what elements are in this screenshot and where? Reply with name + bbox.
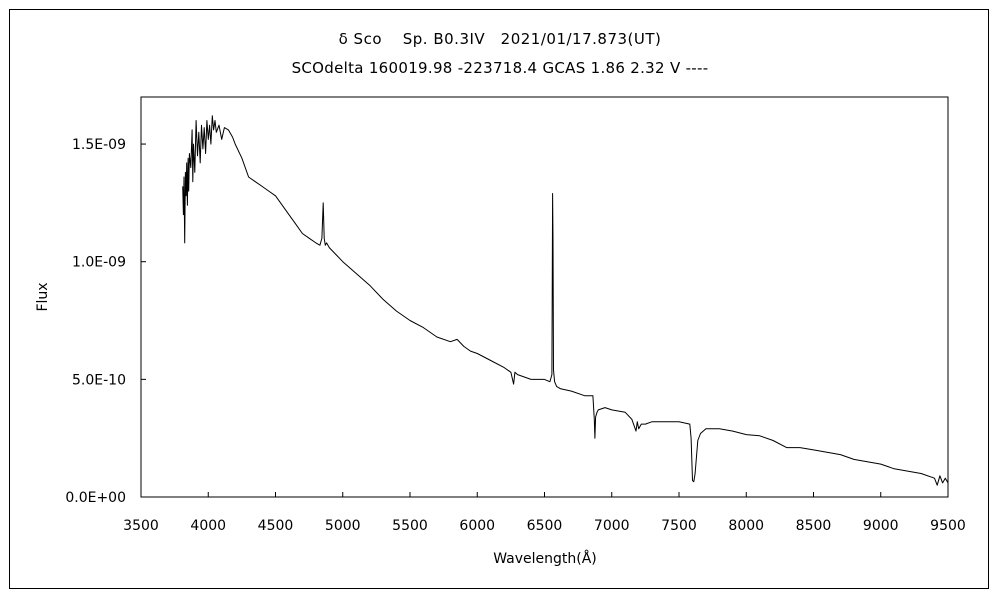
chart-frame [9, 9, 989, 589]
x-axis: 3500 4000 4500 5000 5500 6000 6500 7000 7500 8000… [123, 492, 966, 534]
x-tick-label: 7500 [661, 518, 697, 534]
y-axis-label: Flux [35, 282, 51, 311]
y-tick-label: 1.0E-09 [72, 255, 126, 271]
y-tick-label: 0.0E+00 [65, 490, 126, 506]
chart-subtitle: SCOdelta 160019.98 -223718.4 GCAS 1.86 2… [291, 59, 709, 77]
y-axis: 0.0E+00 5.0E-10 1.0E-09 1.5E-09 [65, 137, 146, 506]
y-tick-label: 5.0E-10 [72, 372, 126, 388]
x-tick-label: 6500 [527, 518, 563, 534]
x-tick-label: 8500 [796, 518, 832, 534]
series-line-0 [182, 115, 949, 486]
x-tick-label: 9500 [930, 518, 966, 534]
x-tick-label: 9000 [863, 518, 899, 534]
x-tick-label: 3500 [123, 518, 159, 534]
x-tick-label: 4000 [190, 518, 226, 534]
x-axis-label: Wavelength(Å) [493, 550, 597, 567]
x-tick-label: 5000 [325, 518, 361, 534]
x-tick-label: 8000 [728, 518, 764, 534]
plot-area [140, 96, 949, 498]
x-tick-label: 7000 [594, 518, 630, 534]
x-tick-label: 5500 [392, 518, 428, 534]
x-tick-label: 4500 [258, 518, 294, 534]
chart-title: δ Sco Sp. B0.3IV 2021/01/17.873(UT) [338, 30, 662, 48]
x-tick-label: 6000 [459, 518, 495, 534]
y-tick-label: 1.5E-09 [72, 137, 126, 153]
